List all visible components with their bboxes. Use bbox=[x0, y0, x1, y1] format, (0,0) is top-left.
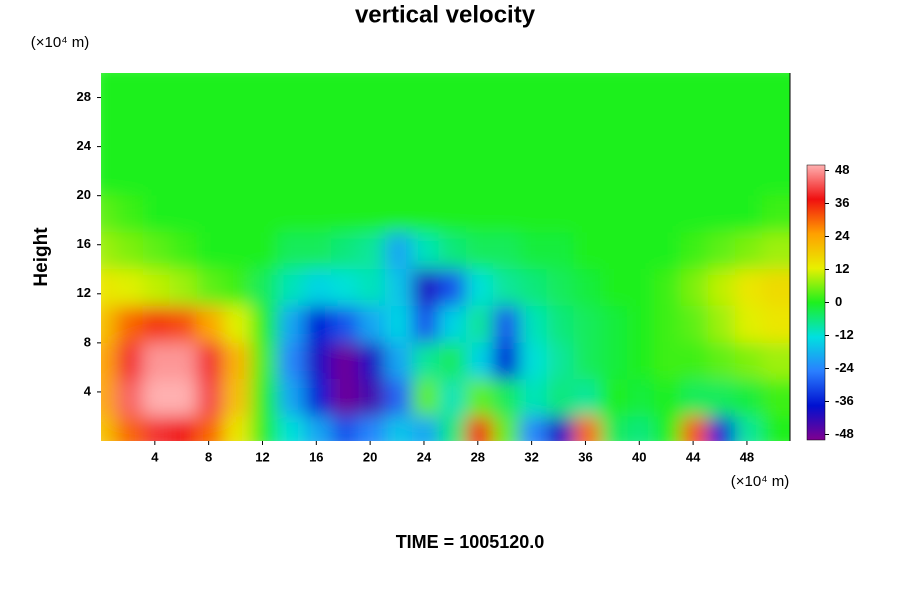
colorbar-tick-label: 12 bbox=[835, 261, 849, 276]
x-tick-label: 4 bbox=[151, 449, 159, 464]
colorbar-tick-label: 48 bbox=[835, 162, 849, 177]
colorbar-tick-label: -48 bbox=[835, 426, 854, 441]
x-tick-label: 12 bbox=[255, 449, 269, 464]
x-tick-label: 16 bbox=[309, 449, 323, 464]
x-tick-label: 24 bbox=[417, 449, 432, 464]
footer: TIME = 1005120.0 bbox=[396, 532, 545, 552]
colorbar-tick-label: 36 bbox=[835, 195, 849, 210]
x-tick-label: 28 bbox=[471, 449, 485, 464]
cell bbox=[761, 73, 790, 122]
y-tick-label: 20 bbox=[77, 187, 91, 202]
colorbar-tick-label: 0 bbox=[835, 294, 842, 309]
x-tick-label: 44 bbox=[686, 449, 701, 464]
field bbox=[101, 73, 790, 441]
x-tick-label: 48 bbox=[740, 449, 754, 464]
chart-title: vertical velocity bbox=[355, 1, 536, 28]
colorbar-tick-label: -36 bbox=[835, 393, 854, 408]
y-tick-label: 24 bbox=[77, 138, 92, 153]
colorbar-tick-label: -12 bbox=[835, 327, 854, 342]
y-tick-label: 16 bbox=[77, 236, 91, 251]
colorbar-tick-label: -24 bbox=[835, 360, 855, 375]
x-tick-label: 32 bbox=[524, 449, 538, 464]
cells bbox=[101, 73, 790, 441]
y-tick-label: 4 bbox=[84, 383, 92, 398]
y-tick-label: 28 bbox=[77, 89, 91, 104]
x-tick-label: 8 bbox=[205, 449, 212, 464]
y-axis-label: Height bbox=[31, 227, 52, 287]
x-tick-label: 20 bbox=[363, 449, 377, 464]
x-tick-label: 36 bbox=[578, 449, 592, 464]
y-tick-label: 12 bbox=[77, 285, 91, 300]
x-tick-label: 40 bbox=[632, 449, 646, 464]
colorbar-tick-label: 24 bbox=[835, 228, 850, 243]
y-unit: (×10⁴ m) bbox=[31, 34, 90, 51]
colorbar bbox=[806, 164, 826, 441]
x-unit: (×10⁴ m) bbox=[731, 473, 790, 490]
y-tick-label: 8 bbox=[84, 334, 91, 349]
